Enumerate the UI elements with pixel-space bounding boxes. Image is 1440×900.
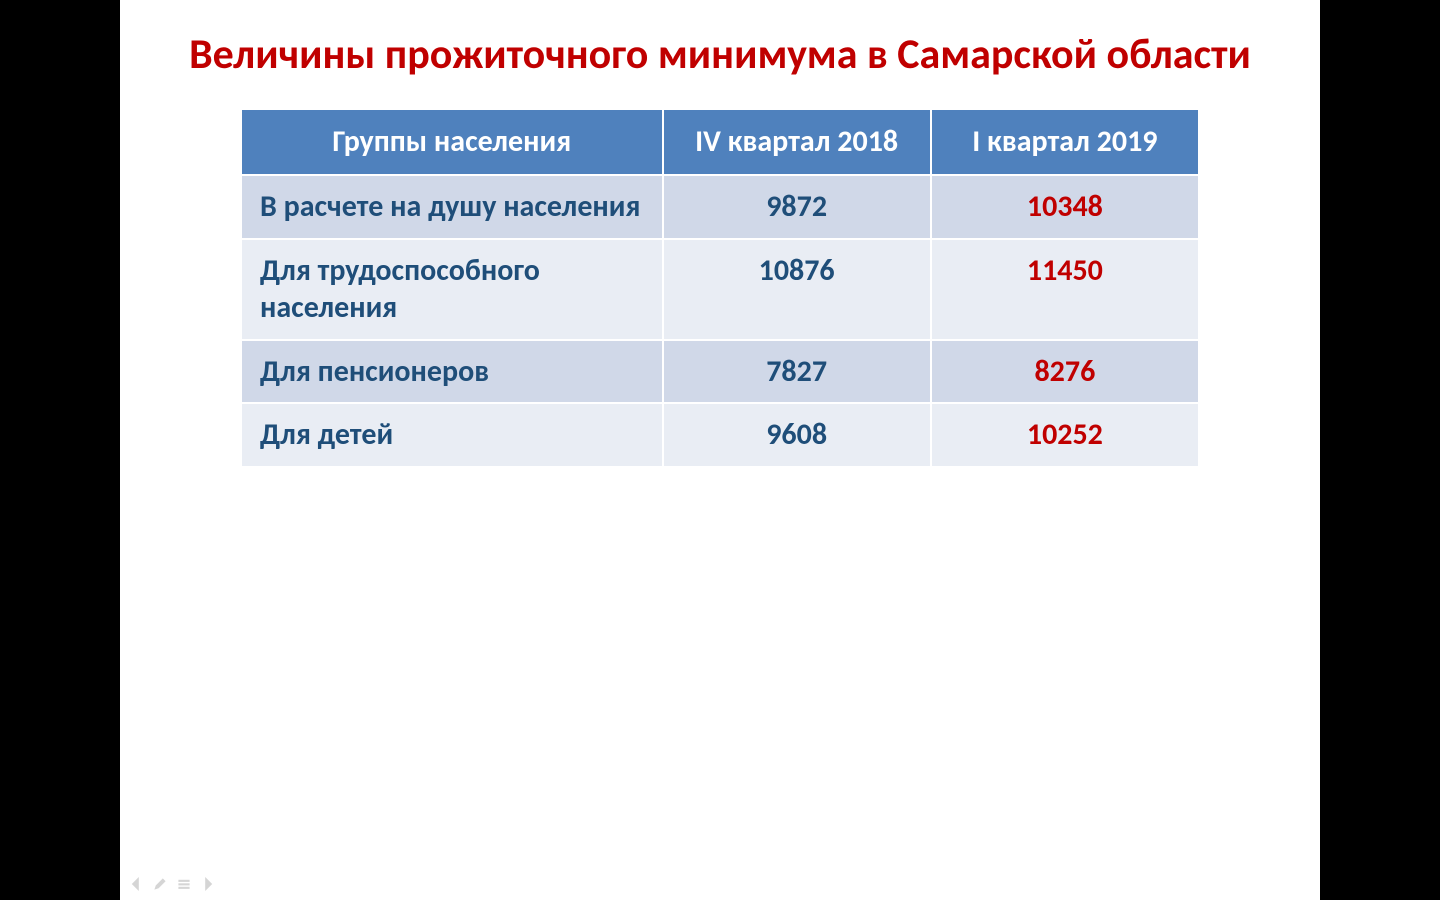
pen-icon[interactable] xyxy=(152,876,168,892)
slide: Величины прожиточного минимума в Самарск… xyxy=(120,0,1320,900)
row-value-q1: 11450 xyxy=(931,239,1199,340)
row-value-q4: 7827 xyxy=(663,340,931,404)
row-value-q4: 9608 xyxy=(663,403,931,467)
row-value-q1: 10252 xyxy=(931,403,1199,467)
table-container: Группы населения IV квартал 2018 I кварт… xyxy=(160,108,1280,468)
table-row: Для детей 9608 10252 xyxy=(241,403,1199,467)
row-value-q1: 10348 xyxy=(931,175,1199,239)
slideshow-controls xyxy=(128,876,216,892)
data-table: Группы населения IV квартал 2018 I кварт… xyxy=(240,108,1200,468)
next-slide-icon[interactable] xyxy=(200,876,216,892)
row-label: Для трудоспособного населения xyxy=(241,239,663,340)
prev-slide-icon[interactable] xyxy=(128,876,144,892)
col-header-groups: Группы населения xyxy=(241,109,663,175)
row-value-q4: 9872 xyxy=(663,175,931,239)
row-label: Для детей xyxy=(241,403,663,467)
row-label: В расчете на душу населения xyxy=(241,175,663,239)
table-header-row: Группы населения IV квартал 2018 I кварт… xyxy=(241,109,1199,175)
row-label: Для пенсионеров xyxy=(241,340,663,404)
table-row: В расчете на душу населения 9872 10348 xyxy=(241,175,1199,239)
col-header-q4-2018: IV квартал 2018 xyxy=(663,109,931,175)
slide-title: Величины прожиточного минимума в Самарск… xyxy=(160,30,1280,80)
menu-icon[interactable] xyxy=(176,876,192,892)
row-value-q1: 8276 xyxy=(931,340,1199,404)
col-header-q1-2019: I квартал 2019 xyxy=(931,109,1199,175)
table-row: Для трудоспособного населения 10876 1145… xyxy=(241,239,1199,340)
table-row: Для пенсионеров 7827 8276 xyxy=(241,340,1199,404)
row-value-q4: 10876 xyxy=(663,239,931,340)
